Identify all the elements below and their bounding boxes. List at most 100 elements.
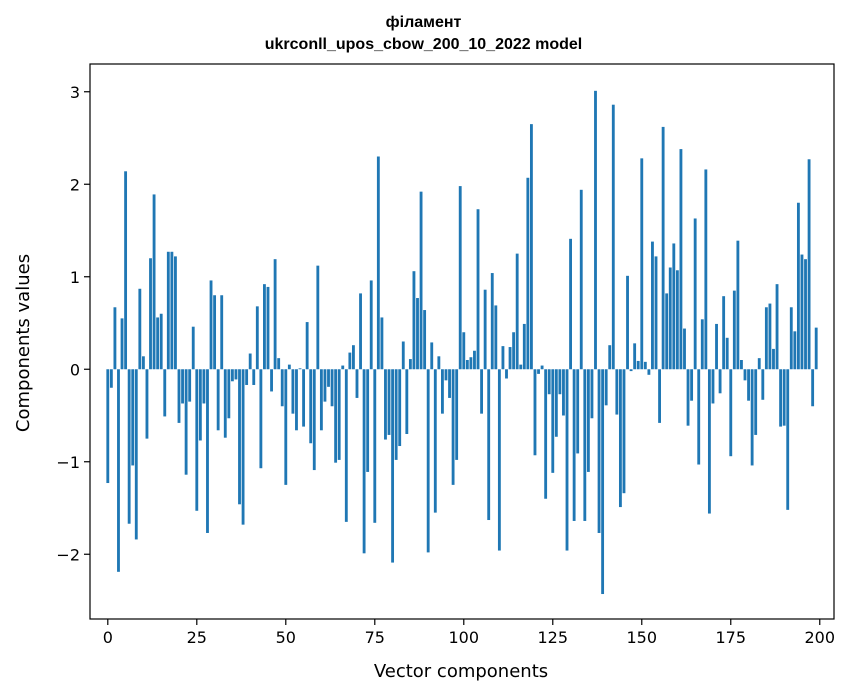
bar: [740, 360, 743, 370]
bar: [159, 313, 163, 370]
bar: [594, 90, 597, 370]
bar: [455, 369, 459, 460]
bar: [665, 293, 669, 370]
bar: [255, 306, 259, 370]
bar: [558, 369, 562, 395]
bar: [473, 350, 476, 370]
bar: [686, 369, 690, 426]
bar: [512, 332, 516, 370]
bar: [779, 369, 783, 427]
bar: [572, 369, 576, 521]
y-tick-label: 0: [70, 360, 80, 379]
bar: [252, 369, 256, 385]
bar: [576, 369, 580, 454]
bar: [426, 369, 430, 553]
bar: [266, 286, 270, 370]
bar: [344, 369, 348, 522]
chart-title: філамент: [385, 14, 462, 31]
bar: [174, 256, 177, 370]
bar: [423, 310, 427, 370]
bar: [348, 352, 352, 370]
bar: [786, 369, 790, 510]
bar: [234, 369, 238, 380]
bar: [359, 293, 362, 370]
bar: [451, 369, 455, 485]
bar: [522, 323, 526, 370]
bar: [743, 369, 747, 381]
bar: [497, 369, 501, 551]
bar: [206, 369, 209, 533]
bar: [618, 369, 622, 508]
bar: [586, 369, 590, 472]
bar: [170, 251, 174, 370]
bar: [597, 369, 601, 533]
bar: [198, 369, 202, 441]
bar: [124, 171, 128, 370]
bar: [263, 284, 266, 370]
bar: [270, 369, 273, 392]
bar: [213, 295, 217, 370]
bar: [138, 288, 142, 370]
bar: [690, 369, 694, 401]
bar: [529, 124, 533, 370]
bar: [782, 369, 786, 426]
bar: [366, 369, 370, 472]
bar: [683, 328, 686, 370]
y-tick-label: −2: [56, 545, 80, 564]
bar: [569, 238, 572, 370]
x-tick-label: 175: [715, 628, 746, 647]
bar: [141, 356, 145, 370]
bar: [156, 317, 160, 370]
x-tick-label: 50: [276, 628, 296, 647]
bar: [380, 317, 384, 370]
bar: [494, 305, 498, 370]
bar: [448, 369, 451, 398]
bar: [191, 326, 195, 370]
bar: [551, 369, 555, 473]
x-tick-label: 100: [449, 628, 480, 647]
bar: [238, 369, 241, 505]
bar: [469, 357, 473, 370]
bar: [188, 369, 192, 402]
bar: [430, 342, 434, 370]
bar: [747, 369, 750, 401]
bar: [505, 369, 508, 379]
bar: [440, 369, 444, 414]
bar: [259, 369, 263, 469]
bar: [109, 369, 113, 388]
bar: [127, 369, 131, 524]
bar: [672, 243, 676, 370]
bar: [384, 369, 387, 440]
bar: [611, 104, 615, 370]
bar: [533, 369, 537, 456]
bar: [640, 158, 644, 370]
x-tick-label: 200: [804, 628, 835, 647]
bar: [273, 259, 277, 370]
bar: [554, 369, 558, 437]
bar: [476, 209, 480, 370]
bar: [120, 318, 124, 370]
bar: [202, 369, 206, 404]
bar: [519, 364, 523, 370]
bar: [131, 369, 135, 466]
bar: [757, 358, 761, 370]
bar: [277, 358, 281, 370]
bar: [284, 369, 288, 485]
bar: [419, 191, 423, 370]
bar: [590, 369, 594, 419]
bar: [761, 369, 765, 400]
bar: [729, 369, 733, 457]
bar: [106, 369, 110, 484]
bar: [508, 347, 512, 370]
bar: [636, 360, 640, 370]
bar: [433, 369, 437, 513]
bar: [305, 322, 309, 370]
bar: [796, 202, 800, 370]
bar: [295, 369, 298, 431]
bar: [647, 369, 651, 375]
bar: [401, 341, 405, 370]
bar: [341, 365, 345, 370]
bar: [480, 369, 484, 414]
y-axis-label: Components values: [13, 254, 34, 432]
